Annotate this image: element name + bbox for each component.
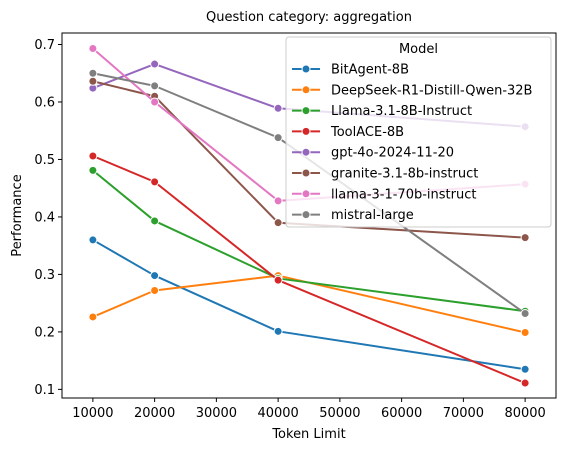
legend: Model BitAgent-8B DeepSeek-R1-Distill-Qwen… [285, 36, 552, 228]
legend-label: granite-3.1-8b-instruct [331, 167, 478, 182]
series-line [92, 274, 526, 334]
x-tick-label: 60000 [381, 406, 422, 421]
y-axis: 0.1 0.2 0.3 0.4 0.5 0.6 0.7 [34, 38, 62, 398]
legend-marker [301, 189, 311, 199]
legend-marker [301, 168, 311, 178]
data-point [88, 68, 98, 78]
y-tick-label: 0.4 [34, 210, 55, 225]
legend-item: mistral-large [292, 208, 414, 223]
data-point [273, 326, 283, 336]
legend-marker [301, 147, 311, 157]
y-axis-label: Performance [10, 174, 25, 256]
x-tick-label: 80000 [504, 406, 545, 421]
data-point [150, 286, 160, 296]
x-axis: 10000 20000 30000 40000 50000 60000 70000 80000 [72, 398, 546, 421]
x-tick-label: 40000 [257, 406, 298, 421]
data-point [520, 378, 530, 388]
legend-item: gpt-4o-2024-11-20 [292, 146, 454, 161]
legend-box [285, 36, 552, 228]
data-point [150, 271, 160, 281]
data-point [88, 151, 98, 161]
legend-item: granite-3.1-8b-instruct [292, 167, 478, 182]
data-point [273, 133, 283, 143]
y-tick-label: 0.1 [34, 383, 55, 398]
data-point [88, 44, 98, 54]
legend-item: DeepSeek-R1-Distill-Qwen-32B [292, 83, 532, 98]
series-line [92, 155, 526, 384]
data-point [150, 216, 160, 226]
y-tick-label: 0.3 [34, 268, 55, 283]
x-tick-label: 10000 [72, 406, 113, 421]
legend-marker [301, 85, 311, 95]
legend-marker [301, 64, 311, 74]
series-line [92, 239, 526, 371]
x-tick-label: 30000 [196, 406, 237, 421]
data-point [273, 103, 283, 113]
legend-title: Model [399, 42, 438, 57]
data-point [150, 97, 160, 107]
chart-title: Question category: aggregation [206, 10, 412, 25]
data-point [520, 233, 530, 243]
data-point [150, 177, 160, 187]
data-point [88, 76, 98, 86]
data-point [520, 364, 530, 374]
legend-item: BitAgent-8B [292, 63, 409, 78]
data-point [88, 165, 98, 175]
y-tick-label: 0.5 [34, 153, 55, 168]
legend-marker [301, 126, 311, 136]
data-point [273, 275, 283, 285]
series-line [92, 169, 526, 313]
data-point [88, 235, 98, 245]
series-1 [88, 271, 530, 337]
plot-frame [61, 32, 557, 399]
legend-label: Llama-3.1-8B-Instruct [331, 104, 472, 119]
legend-marker [301, 106, 311, 116]
legend-label: mistral-large [331, 208, 414, 223]
legend-label: DeepSeek-R1-Distill-Qwen-32B [331, 83, 532, 98]
data-point [273, 218, 283, 228]
y-tick-label: 0.6 [34, 95, 55, 110]
data-point [150, 59, 160, 69]
series-line [92, 80, 526, 239]
legend-label: BitAgent-8B [331, 63, 409, 78]
data-point [273, 196, 283, 206]
data-point [88, 312, 98, 322]
x-tick-label: 20000 [134, 406, 175, 421]
y-tick-label: 0.2 [34, 325, 55, 340]
data-point [520, 309, 530, 319]
legend-item: llama-3-1-70b-instruct [292, 187, 476, 202]
legend-label: llama-3-1-70b-instruct [331, 187, 476, 202]
x-tick-label: 50000 [319, 406, 360, 421]
y-tick-label: 0.7 [34, 38, 55, 53]
legend-label: ToolACE-8B [330, 125, 404, 140]
x-tick-label: 70000 [443, 406, 484, 421]
legend-label: gpt-4o-2024-11-20 [331, 146, 454, 161]
series-0 [88, 235, 530, 374]
legend-item: Llama-3.1-8B-Instruct [292, 104, 472, 119]
data-point [150, 81, 160, 91]
legend-item: ToolACE-8B [292, 125, 404, 140]
data-point [520, 327, 530, 337]
legend-marker [301, 210, 311, 220]
x-axis-label: Token Limit [271, 427, 345, 442]
series-3 [88, 151, 530, 388]
